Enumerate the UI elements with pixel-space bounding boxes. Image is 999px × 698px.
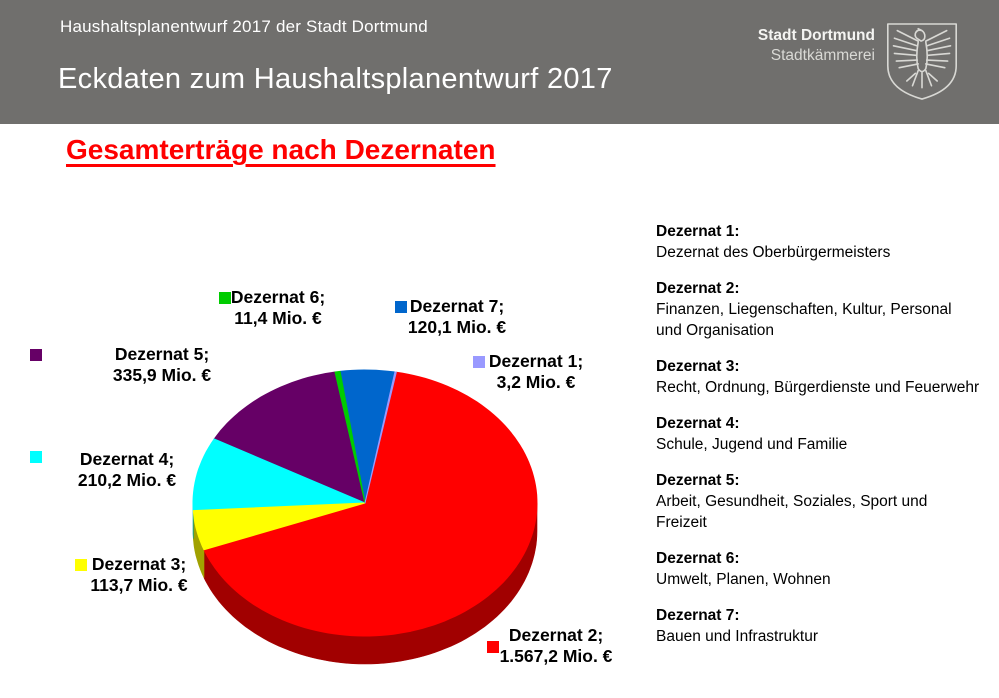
label-dezernat-4: Dezernat 4; 210,2 Mio. € [78,449,176,491]
logo-text: Stadt Dortmund Stadtkämmerei [660,26,875,66]
legend-item-dezernat-6: Dezernat 6: Umwelt, Planen, Wohnen [656,548,999,590]
dortmund-eagle-crest-icon [886,23,958,100]
marker-dezernat-1 [473,356,485,368]
label-value: 1.567,2 Mio. € [499,646,613,666]
label-value: 3,2 Mio. € [496,372,576,392]
header-kicker: Haushaltsplanentwurf 2017 der Stadt Dort… [60,17,428,36]
legend-title: Dezernat 6: [656,550,740,567]
label-name: Dezernat 2; [508,625,604,645]
legend-description: Dezernat des Oberbürgermeisters [656,244,891,261]
label-value: 113,7 Mio. € [90,575,188,595]
label-value: 335,9 Mio. € [112,365,212,385]
legend-description: Arbeit, Gesundheit, Soziales, Sport und … [656,493,928,531]
label-dezernat-6: Dezernat 6; 11,4 Mio. € [231,287,325,329]
label-dezernat-2: Dezernat 2; 1.567,2 Mio. € [500,625,613,667]
legend-item-dezernat-3: Dezernat 3: Recht, Ordnung, Bürgerdienst… [656,356,999,398]
legend-title: Dezernat 1: [656,223,740,240]
legend-title: Dezernat 2: [656,280,740,297]
label-name: Dezernat 3; [91,554,187,574]
dezernat-legend: Dezernat 1: Dezernat des Oberbürgermeist… [656,221,999,662]
pie-slice-dezernat-4 [192,438,366,512]
pie-slice-dezernat-6 [334,370,366,504]
label-value: 11,4 Mio. € [234,308,322,328]
slide-title: Eckdaten zum Haushaltsplanentwurf 2017 [58,63,613,95]
logo-city-name: Stadt Dortmund [757,27,875,44]
label-name: Dezernat 4; [79,449,175,469]
marker-dezernat-7 [395,301,407,313]
legend-item-dezernat-2: Dezernat 2: Finanzen, Liegenschaften, Ku… [656,278,999,341]
pie-slice-dezernat-2 [203,371,538,637]
marker-dezernat-4 [30,451,42,463]
legend-item-dezernat-1: Dezernat 1: Dezernat des Oberbürgermeist… [656,221,999,263]
label-name: Dezernat 7; [409,296,505,316]
marker-dezernat-3 [75,559,87,571]
legend-item-dezernat-4: Dezernat 4: Schule, Jugend und Familie [656,413,999,455]
legend-description: Bauen und Infrastruktur [656,628,818,645]
label-dezernat-5: Dezernat 5; 335,9 Mio. € [113,344,211,386]
pie-slice-dezernat-1 [364,371,397,504]
marker-dezernat-2 [487,641,499,653]
label-value: 210,2 Mio. € [77,470,177,490]
pie-slice-dezernat-5 [213,371,366,504]
label-value: 120,1 Mio. € [407,317,507,337]
label-name: Dezernat 6; [230,287,326,307]
legend-title: Dezernat 7: [656,607,740,624]
chart-title: Gesamterträge nach Dezernaten [66,134,496,165]
legend-description: Umwelt, Planen, Wohnen [656,571,831,588]
pie-slice-dezernat-3 [192,502,366,551]
logo-department-name: Stadtkämmerei [770,47,875,64]
legend-title: Dezernat 4: [656,415,740,432]
legend-description: Schule, Jugend und Familie [656,436,848,453]
pie-slice-dezernat-7 [339,369,396,504]
legend-item-dezernat-5: Dezernat 5: Arbeit, Gesundheit, Soziales… [656,470,999,533]
marker-dezernat-5 [30,349,42,361]
legend-description: Recht, Ordnung, Bürgerdienste und Feuerw… [656,379,980,396]
label-name: Dezernat 5; [114,344,210,364]
marker-dezernat-6 [219,292,231,304]
legend-description: Finanzen, Liegenschaften, Kultur, Person… [656,301,952,339]
label-name: Dezernat 1; [488,351,584,371]
legend-title: Dezernat 5: [656,472,740,489]
legend-title: Dezernat 3: [656,358,740,375]
slide-header: Haushaltsplanentwurf 2017 der Stadt Dort… [0,0,999,124]
label-dezernat-1: Dezernat 1; 3,2 Mio. € [489,351,583,393]
label-dezernat-7: Dezernat 7; 120,1 Mio. € [408,296,506,338]
label-dezernat-3: Dezernat 3; 113,7 Mio. € [90,554,187,596]
legend-item-dezernat-7: Dezernat 7: Bauen und Infrastruktur [656,605,999,647]
